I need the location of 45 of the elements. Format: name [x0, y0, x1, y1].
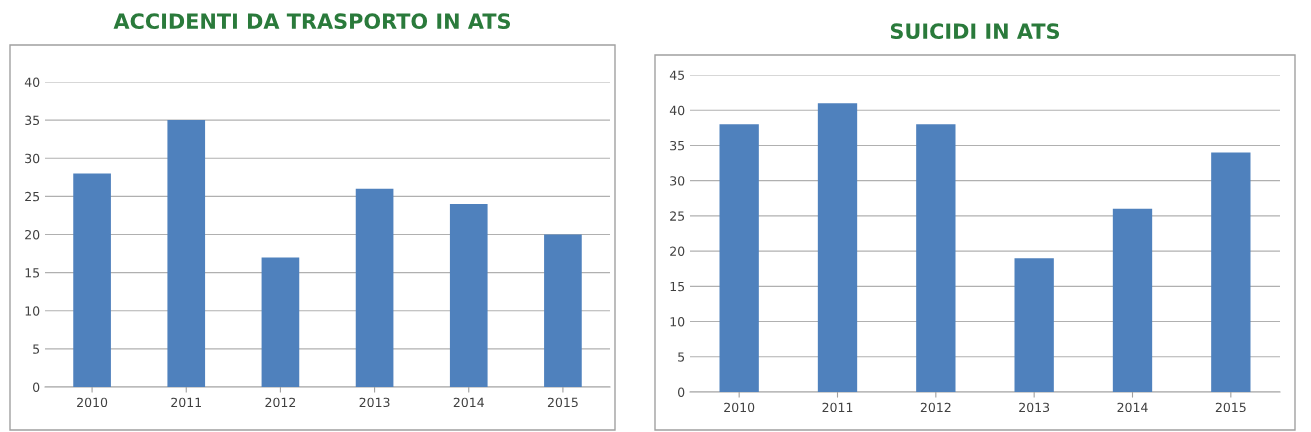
chart-title: ACCIDENTI DA TRASPORTO IN ATS	[113, 13, 511, 30]
x-tick-label: 2015	[1215, 402, 1246, 413]
y-tick-label: 10	[25, 306, 40, 316]
y-tick-label: 0	[33, 382, 40, 392]
x-tick-label: 2012	[265, 397, 296, 408]
x-tick-label: 2014	[1117, 402, 1148, 413]
bar	[261, 257, 300, 387]
x-tick-label: 2015	[547, 397, 578, 408]
bar	[73, 173, 111, 387]
y-tick-label: 10	[670, 317, 685, 327]
y-tick-label: 5	[33, 344, 40, 354]
bar	[719, 124, 759, 392]
chart-title: SUICIDI IN ATS	[890, 23, 1060, 40]
x-tick-label: 2013	[1019, 402, 1050, 413]
y-tick-label: 45	[669, 70, 685, 80]
bar	[544, 234, 582, 387]
y-tick-label: 20	[25, 229, 40, 240]
x-tick-label: 2014	[453, 397, 484, 408]
y-tick-label: 35	[670, 140, 685, 151]
x-tick-label: 2011	[822, 402, 853, 413]
bar	[355, 188, 394, 387]
y-tick-label: 25	[25, 191, 40, 202]
bar	[817, 103, 858, 392]
y-tick-label: 0	[678, 387, 685, 397]
x-tick-label: 2010	[77, 397, 108, 408]
y-tick-label: 40	[669, 105, 685, 116]
y-tick-label: 35	[25, 115, 40, 126]
bar	[449, 204, 488, 387]
bar	[916, 124, 956, 392]
bar	[167, 120, 206, 387]
y-tick-label: 40	[24, 77, 40, 87]
y-tick-label: 30	[25, 153, 40, 164]
x-tick-label: 2012	[920, 402, 951, 413]
y-tick-label: 20	[670, 246, 685, 257]
y-tick-label: 30	[670, 176, 685, 186]
y-tick-label: 15	[670, 281, 685, 292]
y-tick-label: 25	[670, 211, 685, 221]
bar	[1211, 152, 1251, 392]
x-tick-label: 2010	[724, 402, 755, 413]
bar	[1014, 258, 1054, 392]
y-tick-label: 5	[678, 352, 685, 362]
bar	[1112, 208, 1153, 392]
y-tick-label: 15	[25, 268, 40, 278]
x-tick-label: 2011	[171, 397, 201, 408]
x-tick-label: 2013	[359, 397, 390, 408]
